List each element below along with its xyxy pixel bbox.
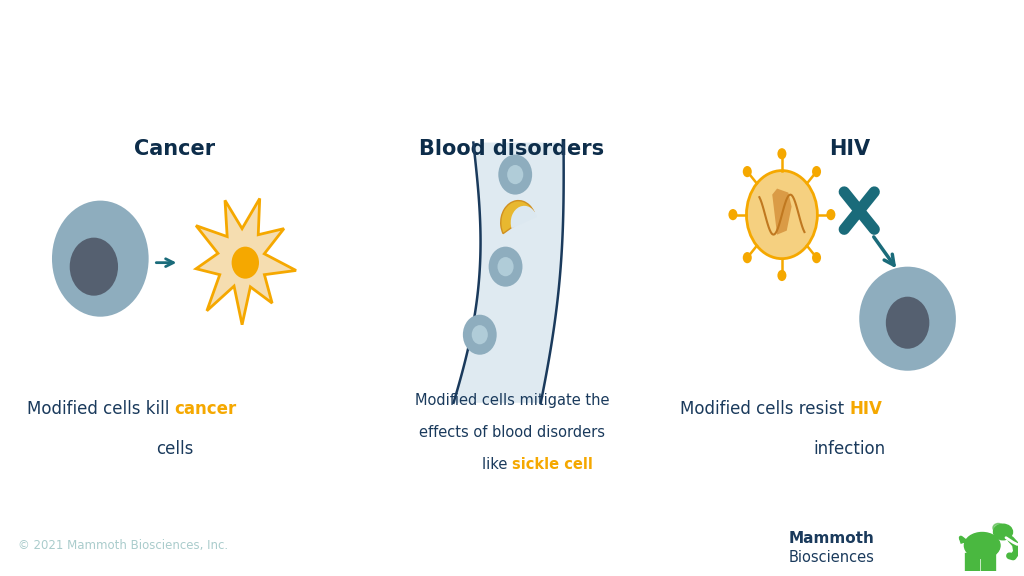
Wedge shape xyxy=(511,206,537,228)
Ellipse shape xyxy=(472,325,487,344)
Text: like: like xyxy=(482,457,512,472)
Ellipse shape xyxy=(886,297,930,348)
Circle shape xyxy=(812,252,821,263)
Text: © 2021 Mammoth Biosciences, Inc.: © 2021 Mammoth Biosciences, Inc. xyxy=(18,539,228,552)
Ellipse shape xyxy=(499,154,532,195)
Polygon shape xyxy=(196,199,296,325)
Ellipse shape xyxy=(488,247,522,287)
Ellipse shape xyxy=(231,247,259,279)
Circle shape xyxy=(742,252,752,263)
Circle shape xyxy=(777,270,786,281)
Text: Modified cells mitigate the: Modified cells mitigate the xyxy=(415,393,609,408)
Text: Cancer: Cancer xyxy=(134,139,215,158)
Circle shape xyxy=(812,166,821,177)
Ellipse shape xyxy=(70,238,118,295)
Polygon shape xyxy=(772,188,792,234)
Text: HIV: HIV xyxy=(850,400,883,418)
Circle shape xyxy=(826,209,836,220)
Text: cancer: cancer xyxy=(174,400,237,418)
Ellipse shape xyxy=(859,267,956,371)
Ellipse shape xyxy=(746,170,817,259)
Ellipse shape xyxy=(993,524,1013,540)
Text: effects of blood disorders: effects of blood disorders xyxy=(419,425,605,440)
Ellipse shape xyxy=(993,524,1004,532)
Polygon shape xyxy=(454,143,563,403)
Circle shape xyxy=(742,166,752,177)
Ellipse shape xyxy=(965,532,1000,559)
Text: Modified cells resist: Modified cells resist xyxy=(680,400,850,418)
Text: sickle cell: sickle cell xyxy=(512,457,593,472)
Ellipse shape xyxy=(52,200,148,317)
Circle shape xyxy=(777,148,786,160)
Ellipse shape xyxy=(463,314,497,355)
Text: Biosciences: Biosciences xyxy=(788,550,874,566)
FancyBboxPatch shape xyxy=(773,520,1014,571)
Text: Blood disorders: Blood disorders xyxy=(420,139,604,158)
Text: infection: infection xyxy=(813,440,886,458)
Circle shape xyxy=(728,209,737,220)
Ellipse shape xyxy=(507,165,523,184)
Text: Modified cells kill: Modified cells kill xyxy=(27,400,174,418)
Text: Mammoth: Mammoth xyxy=(788,531,874,546)
Text: Recent applications of cell therapy: Recent applications of cell therapy xyxy=(23,26,952,71)
Text: HIV: HIV xyxy=(829,139,870,158)
Wedge shape xyxy=(501,200,534,234)
Text: cells: cells xyxy=(156,440,194,458)
Ellipse shape xyxy=(498,257,514,276)
